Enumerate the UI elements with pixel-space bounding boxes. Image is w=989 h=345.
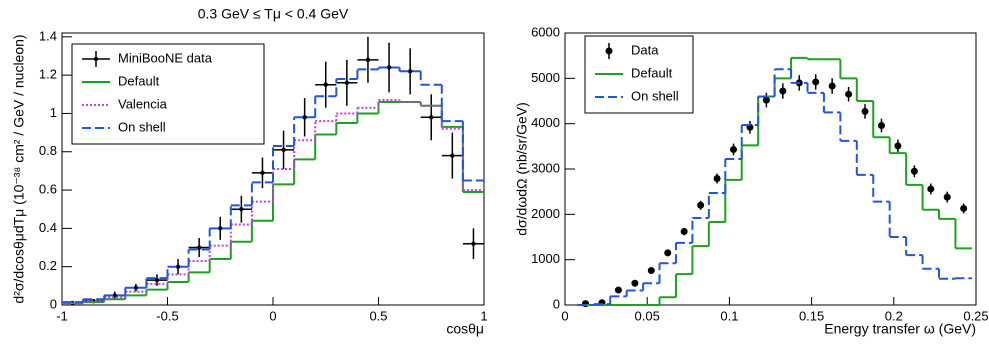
data-point bbox=[762, 96, 770, 104]
data-point bbox=[239, 207, 244, 212]
y-tick-label: 1.4 bbox=[39, 28, 57, 43]
y-tick-label: 0 bbox=[50, 296, 57, 311]
data-point bbox=[845, 90, 853, 98]
legend-label: On shell bbox=[631, 88, 679, 103]
data-point bbox=[386, 65, 392, 70]
data-point bbox=[302, 115, 307, 120]
y-tick-label: 1 bbox=[50, 105, 57, 120]
data-point bbox=[960, 204, 968, 212]
data-point bbox=[861, 107, 869, 115]
data-point bbox=[344, 80, 350, 86]
data-point bbox=[614, 286, 622, 294]
data-point bbox=[828, 82, 836, 90]
chart-title: 0.3 GeV ≤ Tμ < 0.4 GeV bbox=[198, 6, 349, 22]
y-tick-label: 2000 bbox=[531, 206, 560, 221]
data-point bbox=[894, 142, 902, 150]
legend-label: On shell bbox=[118, 119, 166, 134]
y-tick-label: 0.8 bbox=[39, 143, 57, 158]
data-point bbox=[697, 201, 705, 209]
x-axis-label: Energy transfer ω (GeV) bbox=[824, 321, 976, 337]
y-tick-label: 5000 bbox=[531, 70, 560, 85]
x-axis-label: cosθμ bbox=[446, 321, 484, 337]
x-tick-label: 1 bbox=[480, 308, 487, 323]
legend-sample bbox=[93, 56, 99, 62]
x-tick-label: 0.05 bbox=[635, 308, 660, 323]
x-tick-label: 0.25 bbox=[963, 308, 988, 323]
y-tick-label: 4000 bbox=[531, 115, 560, 130]
y-tick-label: 0 bbox=[553, 296, 560, 311]
legend-label: MiniBooNE data bbox=[118, 50, 213, 65]
data-point bbox=[582, 300, 590, 308]
data-point bbox=[910, 167, 918, 175]
data-point bbox=[365, 57, 371, 63]
data-point bbox=[713, 175, 721, 183]
x-tick-label: 0.1 bbox=[720, 308, 738, 323]
legend-label: Default bbox=[631, 65, 673, 80]
legend-sample bbox=[605, 47, 613, 55]
legend-label: Valencia bbox=[118, 96, 168, 111]
data-point bbox=[730, 146, 738, 154]
data-point bbox=[218, 226, 223, 231]
data-point bbox=[877, 121, 885, 129]
x-tick-label: -1 bbox=[56, 308, 68, 323]
data-point bbox=[407, 69, 413, 74]
y-axis-label: d²σ/dcosθμdTμ (10⁻³⁸ cm² / GeV / nucleon… bbox=[11, 34, 27, 303]
data-point bbox=[471, 241, 476, 246]
y-tick-label: 0.4 bbox=[39, 220, 57, 235]
y-tick-label: 0.6 bbox=[39, 182, 57, 197]
data-point bbox=[175, 264, 181, 269]
x-tick-label: 0.2 bbox=[885, 308, 903, 323]
data-point bbox=[680, 228, 688, 236]
legend-label: Data bbox=[631, 42, 659, 57]
y-axis-label: dσ/dωdΩ (nb/sr/GeV) bbox=[514, 102, 530, 236]
y-tick-label: 0.2 bbox=[39, 258, 57, 273]
data-point bbox=[631, 279, 639, 287]
legend-label: Default bbox=[118, 73, 160, 88]
data-point bbox=[647, 267, 655, 275]
data-point bbox=[154, 277, 160, 283]
data-point bbox=[260, 170, 265, 176]
x-tick-label: 0.5 bbox=[369, 308, 387, 323]
y-tick-label: 6000 bbox=[531, 24, 560, 39]
data-point bbox=[812, 78, 820, 86]
x-tick-label: -0.5 bbox=[156, 308, 178, 323]
data-point bbox=[450, 153, 455, 158]
data-point bbox=[323, 82, 328, 87]
data-point bbox=[779, 87, 787, 95]
x-tick-label: 0 bbox=[561, 308, 568, 323]
data-point bbox=[133, 285, 139, 290]
y-tick-label: 1.2 bbox=[39, 67, 57, 82]
data-point bbox=[664, 249, 672, 257]
data-point bbox=[196, 245, 202, 250]
data-point bbox=[429, 115, 434, 120]
x-tick-label: 0 bbox=[269, 308, 276, 323]
y-tick-label: 3000 bbox=[531, 160, 560, 175]
y-tick-label: 1000 bbox=[531, 251, 560, 266]
data-point bbox=[281, 147, 286, 153]
data-point bbox=[943, 193, 951, 201]
x-tick-label: 0.15 bbox=[799, 308, 824, 323]
data-point bbox=[927, 185, 935, 193]
